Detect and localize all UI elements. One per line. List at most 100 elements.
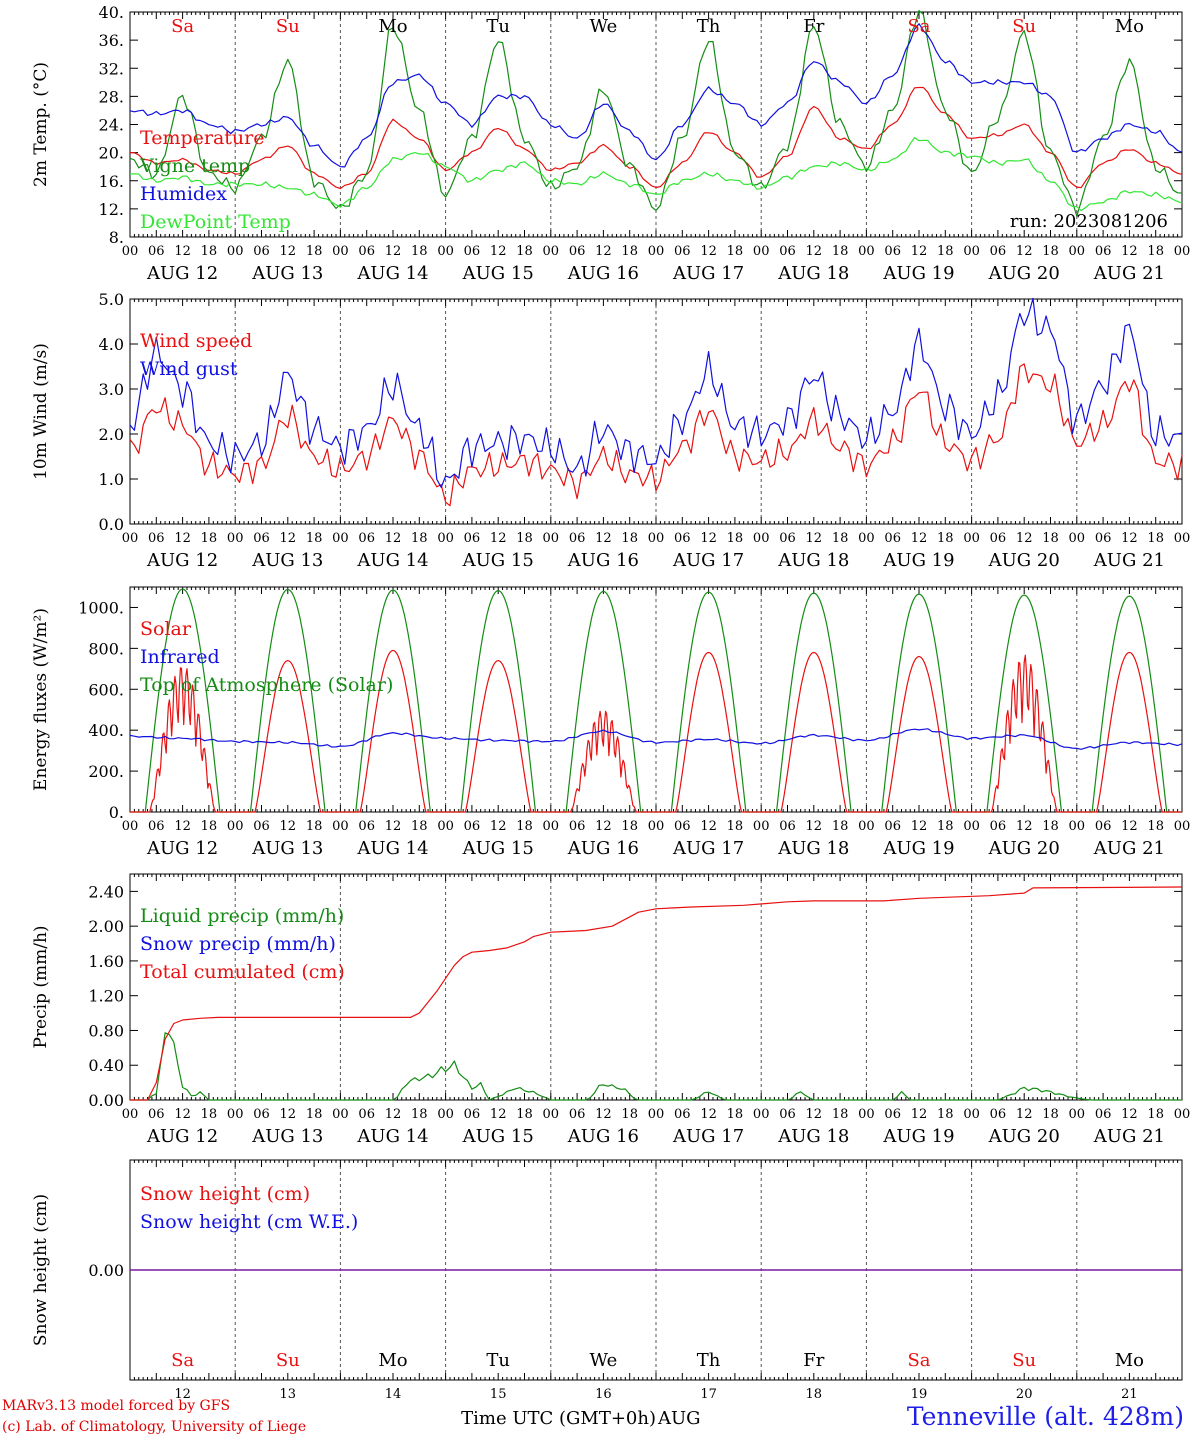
x-hour-label: 18 — [516, 244, 533, 259]
x-hour-label: 12 — [490, 531, 507, 546]
x-hour-label: 12 — [1121, 531, 1138, 546]
x-hour-label: 06 — [358, 244, 375, 259]
x-day-label: AUG 13 — [251, 550, 323, 571]
x-day-label: AUG 20 — [988, 838, 1060, 859]
x-hour-label: 18 — [937, 819, 954, 834]
legend-entry: Infrared — [140, 646, 220, 668]
x-hour-label: 18 — [306, 1107, 323, 1122]
x-hour-label: 06 — [253, 819, 270, 834]
x-hour-label: 00 — [753, 1107, 770, 1122]
weekday-label: Su — [1012, 16, 1036, 37]
x-hour-label: 12 — [1121, 1107, 1138, 1122]
x-hour-label: 12 — [174, 819, 191, 834]
x-hour-label: 00 — [227, 244, 244, 259]
x-hour-label: 00 — [332, 819, 349, 834]
x-hour-label: 06 — [464, 531, 481, 546]
x-day-label: AUG 15 — [462, 1126, 534, 1147]
y-tick-label: 28. — [99, 87, 124, 106]
x-hour-label: 12 — [174, 244, 191, 259]
x-day-label: AUG 21 — [1093, 550, 1165, 571]
x-hour-label: 18 — [1042, 819, 1059, 834]
legend-entry: Solar — [140, 618, 192, 640]
weekday-label: Mo — [378, 16, 407, 37]
x-hour-label: 00 — [437, 819, 454, 834]
x-hour-label: 06 — [464, 244, 481, 259]
x-hour-label: 06 — [569, 1107, 586, 1122]
x-hour-label: 00 — [753, 819, 770, 834]
x-day-label: AUG 14 — [356, 838, 428, 859]
legend-entry: Wind gust — [140, 358, 238, 380]
x-hour-label: 12 — [911, 1107, 928, 1122]
x-hour-label: 12 — [911, 244, 928, 259]
x-hour-label: 18 — [1147, 819, 1164, 834]
x-hour-label: 18 — [937, 244, 954, 259]
x-hour-label: 06 — [884, 244, 901, 259]
x-hour-label: 12 — [280, 819, 297, 834]
x-hour-label: 18 — [727, 244, 744, 259]
x-hour-label: 00 — [858, 819, 875, 834]
x-hour-label: 00 — [858, 531, 875, 546]
y-tick-label: 0.0 — [99, 515, 124, 534]
x-hour-label: 06 — [990, 531, 1007, 546]
x-hour-label: 06 — [674, 244, 691, 259]
x-day-label: AUG 18 — [777, 550, 849, 571]
x-hour-label: 18 — [1042, 1107, 1059, 1122]
x-hour-label: 00 — [543, 531, 560, 546]
y-tick-label: 400. — [88, 721, 124, 740]
x-hour-label: 18 — [306, 244, 323, 259]
x-hour-label: 18 — [1042, 531, 1059, 546]
x-hour-label: 12 — [490, 244, 507, 259]
x-hour-label: 06 — [779, 244, 796, 259]
x-hour-label: 06 — [779, 819, 796, 834]
x-day-label: AUG 17 — [672, 838, 744, 859]
x-day-label: AUG 15 — [462, 838, 534, 859]
x-day-label: AUG 12 — [146, 550, 218, 571]
x-day-label: AUG 20 — [988, 550, 1060, 571]
legend-entry: Snow precip (mm/h) — [140, 933, 336, 955]
x-hour-label: 18 — [937, 531, 954, 546]
legend-entry: Top of Atmosphere (Solar) — [140, 674, 393, 696]
x-hour-label: 18 — [727, 531, 744, 546]
x-hour-label: 06 — [148, 244, 165, 259]
model-credit-line: MARv3.13 model forced by GFS — [2, 1398, 231, 1414]
x-hour-label: 18 — [516, 1107, 533, 1122]
x-hour-label: 00 — [227, 1107, 244, 1122]
x-hour-label: 06 — [358, 531, 375, 546]
legend-entry: Total cumulated (cm) — [140, 961, 345, 983]
x-hour-label: 00 — [1069, 244, 1086, 259]
x-hour-label: 00 — [227, 531, 244, 546]
y-tick-label: 4.0 — [99, 335, 124, 354]
weekday-label: Mo — [1115, 1350, 1144, 1371]
series-solar-line — [130, 649, 1182, 813]
y-tick-label: 8. — [109, 228, 124, 247]
x-hour-label: 00 — [1069, 531, 1086, 546]
x-hour-label: 06 — [358, 1107, 375, 1122]
x-hour-label: 00 — [1069, 819, 1086, 834]
x-day-label: AUG 16 — [567, 263, 639, 284]
x-hour-label: 00 — [648, 819, 665, 834]
x-hour-label: 18 — [727, 819, 744, 834]
x-hour-label: 00 — [753, 531, 770, 546]
weekday-label: Sa — [171, 16, 194, 37]
x-hour-label: 12 — [700, 1107, 717, 1122]
y-axis-label: 10m Wind (m/s) — [31, 343, 51, 480]
x-hour-label: 12 — [385, 819, 402, 834]
y-tick-label: 40. — [99, 3, 124, 22]
x-day-label: AUG 14 — [356, 550, 428, 571]
x-hour-label: 18 — [201, 531, 218, 546]
x-hour-label: 12 — [174, 1107, 191, 1122]
x-hour-label: 12 — [911, 531, 928, 546]
weekday-label: Th — [697, 1350, 721, 1371]
x-hour-label: 06 — [253, 531, 270, 546]
x-hour-label: 18 — [621, 1107, 638, 1122]
x-day-label: AUG 19 — [882, 838, 954, 859]
y-tick-label: 600. — [88, 680, 124, 699]
day-number-label: 13 — [280, 1387, 297, 1402]
y-tick-label: 0.40 — [88, 1056, 124, 1075]
x-axis-month-label: AUG — [657, 1408, 701, 1429]
y-tick-label: 0.00 — [88, 1261, 124, 1280]
x-hour-label: 12 — [174, 531, 191, 546]
x-hour-label: 00 — [122, 531, 139, 546]
x-hour-label: 18 — [937, 1107, 954, 1122]
x-hour-label: 00 — [1069, 1107, 1086, 1122]
